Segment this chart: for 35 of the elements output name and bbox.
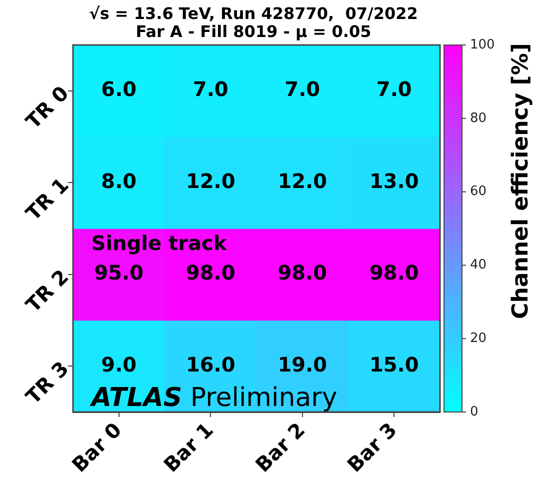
color-bar-label: 100 <box>470 37 495 52</box>
color-bar-label: 80 <box>470 110 487 126</box>
data-label: 7.0 <box>376 77 412 102</box>
y-tick-label: TR 2 <box>20 264 74 317</box>
color-bar-label: 60 <box>470 184 487 200</box>
data-label: 98.0 <box>186 260 236 285</box>
data-label: 6.0 <box>101 77 137 102</box>
y-tick-label: TR 0 <box>20 81 74 134</box>
x-tick-label: Bar 1 <box>158 418 218 477</box>
x-tick-label: Bar 3 <box>342 418 402 477</box>
y-tick-label: TR 1 <box>20 172 74 226</box>
annotation: ATLAS Preliminary <box>89 383 338 414</box>
data-label: 19.0 <box>278 352 328 376</box>
data-label: 8.0 <box>101 168 137 193</box>
color-bar-label: 0 <box>470 404 478 420</box>
data-label: 7.0 <box>192 77 228 102</box>
color-bar-label: 40 <box>470 258 487 273</box>
data-label: 12.0 <box>186 168 236 193</box>
data-label: 9.0 <box>101 352 137 376</box>
color-bar-label: 20 <box>470 330 487 346</box>
data-label: 7.0 <box>284 77 320 102</box>
chart-subtitle: Far A - Fill 8019 - μ = 0.05 <box>136 22 372 41</box>
chart-title: √s = 13.6 TeV, Run 428770, 07/2022 <box>89 4 418 23</box>
x-tick-label: Bar 0 <box>67 418 126 477</box>
data-label: 16.0 <box>186 352 236 376</box>
annotation: Single track <box>91 231 228 256</box>
data-label: 98.0 <box>278 260 328 285</box>
data-label: 13.0 <box>369 168 419 193</box>
color-bar-title: Channel efficiency [%] <box>508 43 534 319</box>
data-label: 15.0 <box>369 352 419 376</box>
data-label: 98.0 <box>369 260 419 285</box>
data-label: 95.0 <box>94 260 144 285</box>
y-tick-label: TR 3 <box>20 356 74 409</box>
data-label: 12.0 <box>278 168 328 193</box>
x-tick-label: Bar 2 <box>250 418 310 477</box>
